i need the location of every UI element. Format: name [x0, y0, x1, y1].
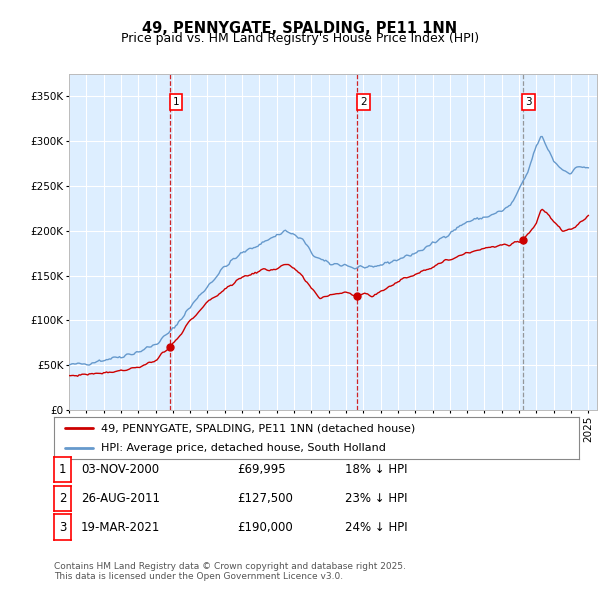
Text: 3: 3: [59, 520, 66, 534]
Text: Price paid vs. HM Land Registry's House Price Index (HPI): Price paid vs. HM Land Registry's House …: [121, 32, 479, 45]
Text: 49, PENNYGATE, SPALDING, PE11 1NN: 49, PENNYGATE, SPALDING, PE11 1NN: [142, 21, 458, 35]
Text: 24% ↓ HPI: 24% ↓ HPI: [345, 520, 407, 534]
Text: 19-MAR-2021: 19-MAR-2021: [81, 520, 160, 534]
Text: 1: 1: [173, 97, 179, 107]
Text: 49, PENNYGATE, SPALDING, PE11 1NN (detached house): 49, PENNYGATE, SPALDING, PE11 1NN (detac…: [101, 423, 415, 433]
Text: £190,000: £190,000: [237, 520, 293, 534]
Text: 2: 2: [59, 491, 66, 505]
Text: 23% ↓ HPI: 23% ↓ HPI: [345, 491, 407, 505]
Text: HPI: Average price, detached house, South Holland: HPI: Average price, detached house, Sout…: [101, 444, 386, 453]
Text: 2: 2: [360, 97, 367, 107]
Text: 26-AUG-2011: 26-AUG-2011: [81, 491, 160, 505]
Text: 1: 1: [59, 463, 66, 476]
Text: £127,500: £127,500: [237, 491, 293, 505]
Text: 18% ↓ HPI: 18% ↓ HPI: [345, 463, 407, 476]
Text: Contains HM Land Registry data © Crown copyright and database right 2025.
This d: Contains HM Land Registry data © Crown c…: [54, 562, 406, 581]
Text: 03-NOV-2000: 03-NOV-2000: [81, 463, 159, 476]
Text: 3: 3: [526, 97, 532, 107]
Text: £69,995: £69,995: [237, 463, 286, 476]
